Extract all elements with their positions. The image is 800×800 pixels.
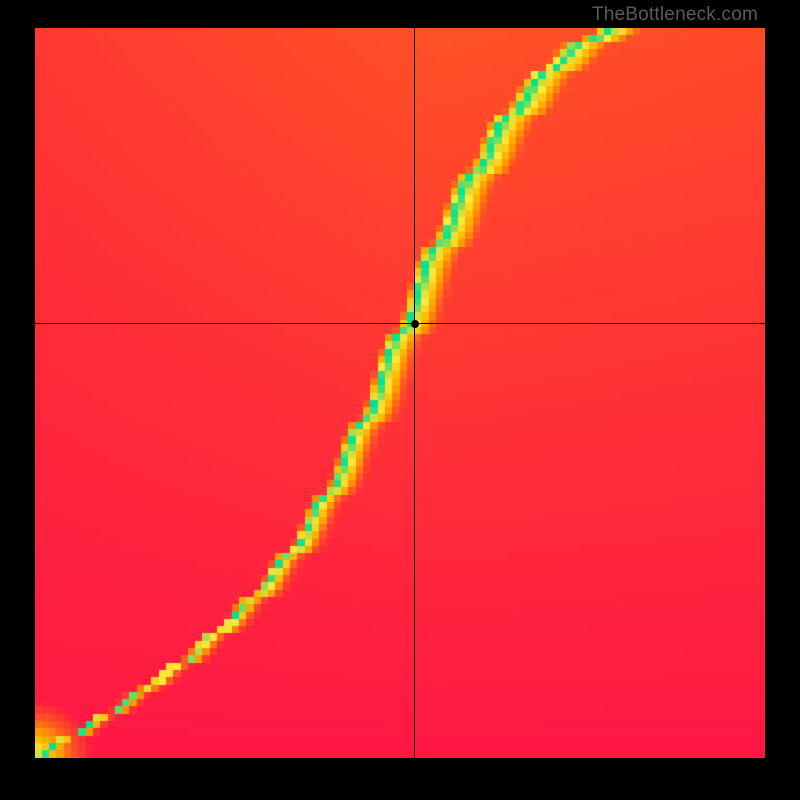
crosshair-marker bbox=[411, 320, 419, 328]
bottleneck-heatmap bbox=[35, 28, 765, 758]
crosshair-horizontal bbox=[35, 323, 765, 324]
chart-container: TheBottleneck.com bbox=[0, 0, 800, 800]
crosshair-vertical bbox=[414, 28, 415, 758]
watermark-text: TheBottleneck.com bbox=[592, 4, 758, 26]
